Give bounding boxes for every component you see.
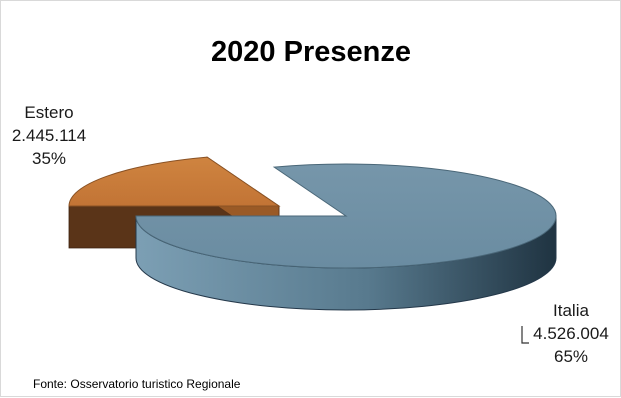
estero-slice xyxy=(68,156,281,207)
estero-value-label: 2.445.114 xyxy=(12,126,86,145)
italia-slice xyxy=(135,163,557,269)
italia-leader-line xyxy=(521,326,529,344)
chart-title: 2020 Presenze xyxy=(211,36,411,68)
pie-slices xyxy=(68,156,557,311)
italia-value-label: 4.526.004 xyxy=(533,324,609,343)
italia-percent-label: 65% xyxy=(554,347,588,366)
estero-percent-label: 35% xyxy=(32,149,66,168)
estero-label: Estero 2.445.114 35% xyxy=(12,103,86,168)
source-note: Fonte: Osservatorio turistico Regionale xyxy=(33,377,241,391)
estero-name-label: Estero xyxy=(24,103,73,122)
italia-label: Italia 4.526.004 65% xyxy=(533,301,609,366)
italia-name-label: Italia xyxy=(553,301,589,320)
